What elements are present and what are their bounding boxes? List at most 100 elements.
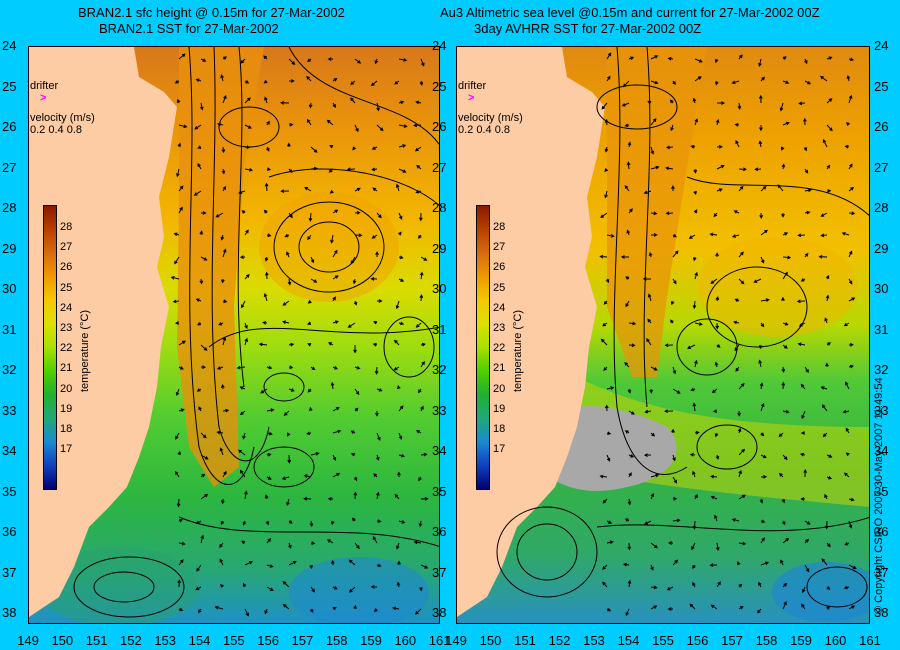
colorbar-strip <box>476 205 490 490</box>
current-arrow <box>759 124 763 132</box>
current-arrow <box>222 336 227 346</box>
current-arrow <box>650 146 655 155</box>
lat-label-right: 27 <box>874 159 889 175</box>
current-arrow <box>220 383 225 390</box>
current-arrow <box>194 124 202 130</box>
current-arrow <box>200 58 207 62</box>
lat-label-right: 28 <box>874 200 889 215</box>
current-arrow <box>665 166 674 171</box>
current-arrow <box>738 167 747 172</box>
lat-label-mid: 28 <box>432 200 447 215</box>
current-arrow <box>628 56 635 60</box>
current-arrow <box>288 365 294 370</box>
current-arrow <box>664 409 674 414</box>
current-arrow <box>693 168 698 174</box>
current-arrow <box>310 278 318 283</box>
current-arrow <box>396 581 401 588</box>
current-arrow <box>692 581 696 588</box>
current-arrow <box>242 520 247 526</box>
current-arrow <box>782 537 790 544</box>
current-arrow <box>195 78 202 83</box>
current-arrow <box>733 320 740 325</box>
current-arrow <box>604 146 609 153</box>
current-arrow <box>350 452 356 457</box>
current-arrow <box>176 98 181 104</box>
current-arrow <box>826 164 831 170</box>
current-arrow <box>376 124 384 132</box>
current-arrow <box>734 122 740 127</box>
current-arrow <box>692 564 696 569</box>
current-arrow <box>332 102 336 108</box>
current-vectors <box>170 53 429 617</box>
lon-label: 154 <box>188 633 211 648</box>
current-arrow <box>604 118 609 126</box>
current-arrow <box>287 278 292 286</box>
lat-label-right: 30 <box>874 281 889 296</box>
current-arrow <box>710 495 718 500</box>
current-arrow <box>781 381 786 390</box>
current-arrow <box>804 366 809 373</box>
current-arrow <box>650 80 659 85</box>
current-arrow <box>738 54 743 60</box>
current-arrow <box>222 299 228 304</box>
current-arrow <box>398 144 407 148</box>
current-arrow <box>715 252 719 258</box>
current-arrow <box>218 322 224 326</box>
current-arrow <box>628 208 633 214</box>
current-arrow <box>627 388 632 394</box>
current-arrow <box>242 432 246 440</box>
current-arrow <box>628 454 635 458</box>
current-arrow <box>286 432 291 437</box>
current-arrow <box>264 271 269 280</box>
current-arrow <box>782 409 790 414</box>
current-arrow <box>667 607 674 611</box>
current-arrow <box>174 256 180 265</box>
current-arrow <box>804 58 808 65</box>
current-arrow <box>628 343 636 348</box>
current-arrow <box>799 452 806 457</box>
velocity-label: velocity (m/s) <box>30 112 95 124</box>
drifter-marker: > <box>40 92 47 104</box>
current-arrow <box>843 585 850 590</box>
current-arrow <box>692 520 697 530</box>
current-arrow <box>398 321 405 326</box>
current-arrow <box>309 406 313 412</box>
current-arrow <box>693 190 697 196</box>
current-arrow <box>825 274 830 280</box>
current-arrow <box>626 161 631 170</box>
current-arrow <box>782 454 788 461</box>
current-arrow <box>627 542 632 551</box>
current-arrow <box>214 605 224 610</box>
current-arrow <box>756 608 762 614</box>
current-arrow <box>371 234 378 239</box>
current-arrow <box>759 212 764 220</box>
current-arrow <box>601 102 608 110</box>
colorbar-tick: 19 <box>493 402 506 415</box>
current-arrow <box>220 74 224 82</box>
current-arrow <box>178 124 188 129</box>
current-arrow <box>199 230 204 236</box>
right-title-line2: 3day AVHRR SST for 27-Mar-2002 00Z <box>474 21 702 36</box>
current-arrow <box>238 449 246 456</box>
current-arrow <box>760 229 768 236</box>
current-arrow <box>354 388 360 396</box>
right-title-line1: Au3 Altimetric sea level @0.15m and curr… <box>440 5 820 20</box>
current-arrow <box>332 209 339 214</box>
current-arrow <box>796 299 806 304</box>
colorbar-tick: 27 <box>60 241 73 254</box>
current-arrow <box>303 474 312 478</box>
current-arrow <box>848 250 853 258</box>
current-arrow <box>672 497 678 501</box>
current-arrow <box>826 586 831 590</box>
current-arrow <box>266 564 274 568</box>
current-arrow <box>648 252 653 258</box>
lat-label-right: 32 <box>874 362 889 377</box>
lat-label-right: 34 <box>874 443 889 458</box>
bran-sst-map-graphic <box>29 47 439 623</box>
current-arrow <box>603 366 608 372</box>
current-arrow <box>306 118 312 126</box>
current-arrow <box>418 520 423 528</box>
current-arrow <box>624 123 630 128</box>
current-arrow <box>843 472 850 478</box>
current-arrow <box>627 579 632 588</box>
